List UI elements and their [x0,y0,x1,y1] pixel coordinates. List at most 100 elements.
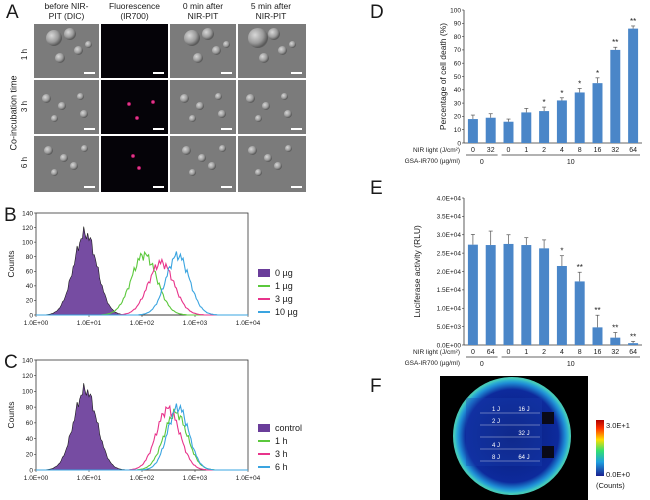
bar [467,119,478,143]
legend-label: 1 h [275,436,288,446]
cell-blob [188,114,196,122]
panel-b-label: B [4,205,17,226]
nir-category-label: 1 [524,349,528,356]
significance-marker: ** [630,332,636,341]
micrograph-r2-c3 [170,80,236,134]
y-axis-label: Counts [6,251,16,278]
y-tick-label: 40 [454,87,462,94]
fluorescence-dot [131,154,135,158]
scale-bar [291,128,302,130]
legend-label: 3 h [275,449,288,459]
y-tick-label: 0.0E+00 [437,342,462,349]
nir-category-label: 16 [594,147,602,154]
cell-blob [193,53,203,63]
scale-bar [221,128,232,130]
col-header-5min-line2: NIR-PIT [255,11,287,21]
y-tick-label: 10 [454,127,462,134]
nir-category-label: 1 [524,147,528,154]
scale-bar [221,72,232,74]
y-tick-label: 90 [454,21,462,28]
micrograph-r3-c2 [101,136,168,192]
x-tick-label: 1.0E+03 [183,320,208,327]
colorbar-max-label: 3.0E+1 [606,421,630,430]
significance-marker: ** [577,263,583,272]
significance-marker: * [596,69,599,78]
y-tick-label: 120 [22,373,33,380]
colorbar-unit-label: (Counts) [596,481,625,490]
y-tick-label: 5.0E+03 [437,324,462,331]
nir-category-label: 2 [542,147,546,154]
y-tick-label: 30 [454,100,462,107]
cell-blob [181,145,191,155]
panel-a-label: A [6,2,19,23]
legend-label: 3 µg [275,294,293,304]
x-tick-label: 1.0E+01 [77,320,102,327]
dark-spot [542,446,554,458]
well-label-left: 4 J [492,443,500,449]
y-tick-label: 80 [26,404,34,411]
bar [574,281,585,345]
nir-category-label: 0 [471,349,475,356]
significance-marker: ** [594,306,600,315]
bar [539,248,550,345]
y-tick-label: 20 [454,114,462,121]
y-tick-label: 70 [454,47,462,54]
bar [592,327,603,345]
cell-blob [208,162,216,170]
cell-blob [50,168,58,176]
cell-blob [43,145,53,155]
y-tick-label: 20 [26,452,34,459]
scale-bar [291,72,302,74]
cell-blob [277,45,287,55]
legend-swatch [258,269,270,277]
bar [628,28,639,143]
y-axis-label: Counts [6,402,16,429]
nir-row-label: NIR light (J/cm²) [413,349,460,356]
cell-blob [284,144,292,152]
y-tick-label: 120 [22,225,33,232]
well-label-right: 64 J [518,455,529,461]
group-label: 0 [480,361,484,368]
panel-f-label: F [370,376,382,397]
panel-d-label: D [370,2,384,23]
legend-label: 1 µg [275,281,293,291]
micrograph-grid [34,24,306,192]
fluorescence-dot [137,166,141,170]
cell-blob [60,154,68,162]
y-tick-label: 100 [22,389,33,396]
colorbar [596,420,604,476]
y-tick-label: 3.5E+04 [437,214,462,221]
nir-category-label: 64 [629,147,637,154]
x-tick-label: 1.0E+02 [130,475,155,482]
legend-label: control [275,423,302,433]
nir-category-label: 8 [578,147,582,154]
cell-blob [254,114,262,122]
bar [592,83,603,143]
bar [521,112,532,143]
bar [485,117,496,143]
y-tick-label: 0 [29,312,33,319]
fluorescence-dot [135,116,139,120]
cell-blob [84,40,92,48]
cell-blob [259,53,269,63]
cell-blob [70,162,78,170]
y-tick-label: 1.0E+04 [437,306,462,313]
bar [574,92,585,143]
cell-blob [280,92,288,100]
coincubation-axis-label: Co-incubation time [8,75,19,151]
micrograph-r2-c4 [238,80,306,134]
well-label-right: 32 J [518,431,529,437]
histogram-chart-b: 0 20 40 60 80 100 120 140 1.0E+00 1.0E+01 1.0E+02 1… [6,210,298,327]
y-tick-label: 140 [22,357,33,364]
nir-category-label: 4 [560,349,564,356]
col-header-0min-line2: NIR-PIT [187,11,219,21]
y-tick-label: 50 [454,74,462,81]
cell-blob [41,93,51,103]
cell-blob [80,110,88,118]
x-tick-label: 1.0E+01 [77,475,102,482]
x-tick-label: 1.0E+03 [183,475,208,482]
cell-blob [58,102,66,110]
x-tick-label: 1.0E+02 [130,320,155,327]
nir-row-label: NIR light (J/cm²) [413,147,460,154]
x-tick-label: 1.0E+00 [24,320,49,327]
